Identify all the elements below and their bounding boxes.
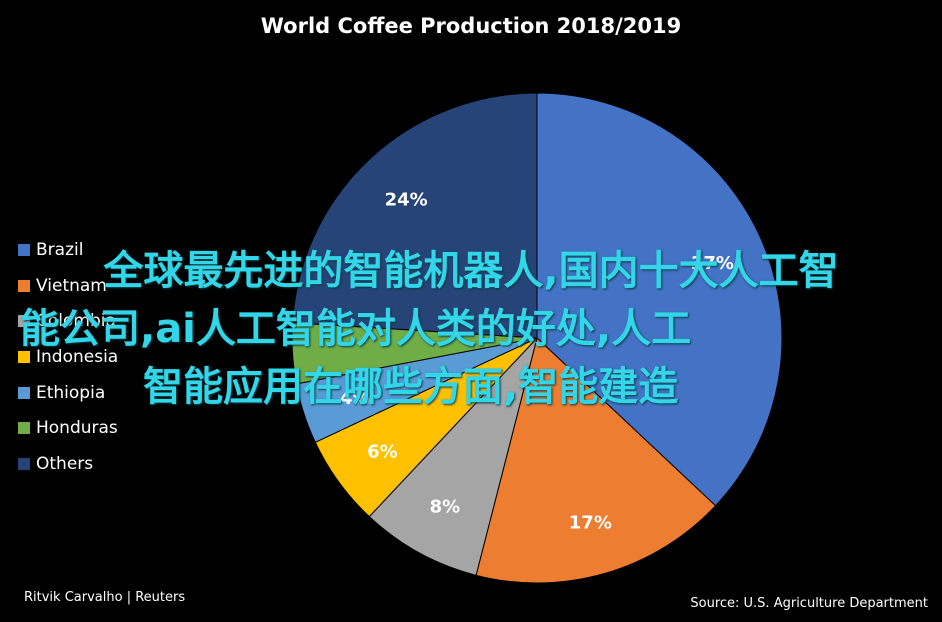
pie-slice-others bbox=[291, 92, 538, 339]
legend-label: Honduras bbox=[36, 418, 118, 439]
legend-swatch bbox=[18, 315, 30, 328]
legend-label: Ethiopia bbox=[36, 382, 106, 403]
data-label-others: 24% bbox=[385, 190, 428, 211]
legend-item-colombia: Colombia bbox=[18, 303, 118, 339]
watermark-overlay-text: 全球最先进的智能机器人,国内十大人工智 能公司,ai人工智能对人类的好处,人工 … bbox=[0, 242, 942, 416]
legend-item-honduras: Honduras bbox=[18, 410, 118, 446]
pie-slice-colombia bbox=[368, 337, 538, 576]
legend-label: Brazil bbox=[36, 239, 84, 260]
credit-text: Ritvik Carvalho | Reuters bbox=[24, 590, 186, 605]
source-text: Source: U.S. Agriculture Department bbox=[690, 596, 928, 611]
legend-swatch bbox=[18, 350, 30, 363]
legend-item-vietnam: Vietnam bbox=[18, 268, 118, 304]
legend-swatch bbox=[18, 386, 30, 399]
data-label-indonesia: 6% bbox=[367, 441, 398, 462]
legend-swatch bbox=[18, 243, 30, 256]
chart-title: World Coffee Production 2018/2019 bbox=[260, 14, 682, 38]
data-label-brazil: 37% bbox=[691, 253, 734, 274]
legend-item-ethiopia: Ethiopia bbox=[18, 375, 118, 411]
legend-item-indonesia: Indonesia bbox=[18, 339, 118, 375]
overlay-line-2: 能公司,ai人工智能对人类的好处,人工 bbox=[20, 306, 692, 352]
pie-slice-brazil bbox=[536, 92, 783, 507]
overlay-line-1: 全球最先进的智能机器人,国内十大人工智 bbox=[103, 248, 839, 294]
pie-slice-vietnam bbox=[475, 337, 717, 584]
legend-swatch bbox=[18, 422, 30, 435]
data-label-colombia: 8% bbox=[430, 496, 461, 517]
legend: Brazil Vietnam Colombia Indonesia Ethiopia Ho… bbox=[18, 232, 118, 482]
legend-swatch bbox=[18, 457, 30, 470]
legend-label: Indonesia bbox=[36, 346, 119, 367]
overlay-line-3: 智能应用在哪些方面,智能建造 bbox=[143, 364, 679, 410]
legend-label: Colombia bbox=[36, 311, 116, 332]
legend-label: Vietnam bbox=[36, 275, 107, 296]
legend-item-others: Others bbox=[18, 446, 118, 482]
legend-item-brazil: Brazil bbox=[18, 232, 118, 268]
data-label-vietnam: 17% bbox=[569, 513, 612, 534]
legend-swatch bbox=[18, 279, 30, 292]
data-label-ethiopia: 4% bbox=[340, 388, 371, 409]
legend-label: Others bbox=[36, 453, 94, 474]
